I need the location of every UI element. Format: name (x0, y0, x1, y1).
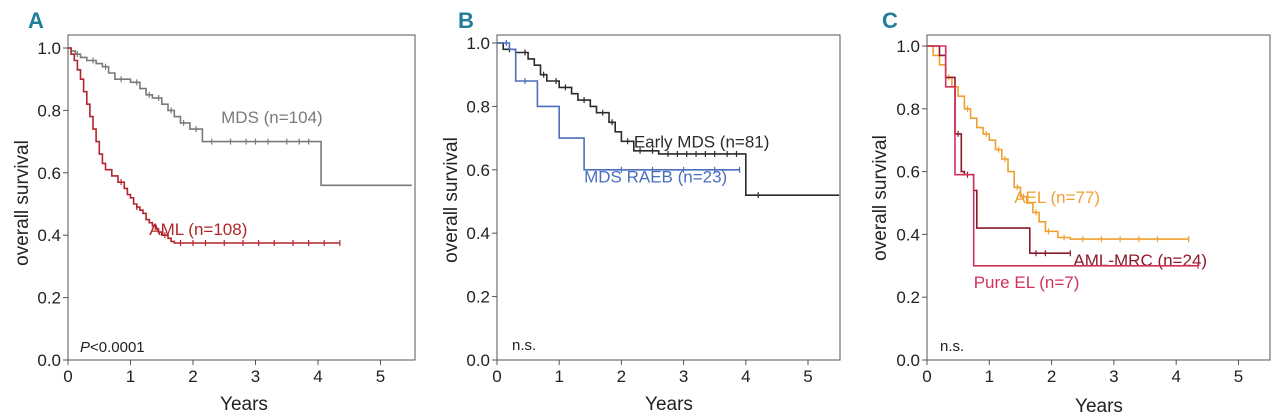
axis-ticks: 0 1 2 3 4 5 0.0 0.2 0.4 0.6 0.8 1.0 (896, 37, 1243, 386)
x-tick-label: 0 (63, 367, 72, 386)
plot-frame (926, 34, 1271, 361)
x-tick-label: 2 (1047, 367, 1056, 386)
series-label-mds: MDS (n=104) (221, 108, 323, 127)
x-tick-label: 5 (1234, 367, 1243, 386)
p-italic: P (80, 339, 90, 356)
x-tick-label: 1 (126, 367, 135, 386)
series-label-early-mds: Early MDS (n=81) (634, 133, 770, 152)
axis-ticks: 0 1 2 3 4 5 0.0 0.2 0.4 0.6 0.8 1.0 (466, 34, 812, 386)
plot-frame (67, 34, 416, 361)
x-tick-label: 3 (251, 367, 260, 386)
survival-curve-ael (927, 45, 1189, 240)
panel-letter: A (28, 8, 44, 33)
panel-a: A 0 1 2 3 4 5 0.0 0.2 0.4 0.6 0.8 1.0 MDS (n=104) AM… (12, 8, 416, 415)
survival-curve-mds (68, 47, 412, 187)
y-tick-label: 0.8 (466, 97, 490, 116)
y-tick-label: 0.2 (466, 288, 490, 307)
y-tick-label: 0.4 (466, 224, 490, 243)
x-tick-label: 3 (679, 367, 688, 386)
y-tick-label: 0.6 (466, 161, 490, 180)
x-tick-label: 2 (617, 367, 626, 386)
panel-letter: C (882, 8, 898, 33)
series-layer: AEL (n=77) AML-MRC (n=24) Pure EL (n=7) (927, 45, 1207, 292)
y-axis-title: overall survival (12, 140, 33, 266)
p-value: <0.0001 (90, 339, 145, 356)
y-tick-label: 0.6 (37, 164, 61, 183)
p-value-annotation: P<0.0001 (80, 339, 145, 356)
x-tick-label: 2 (188, 367, 197, 386)
y-tick-label: 0.0 (466, 351, 490, 370)
x-axis-title: Years (645, 394, 693, 415)
y-axis-title: overall survival (870, 135, 891, 261)
series-label-pure-el: Pure EL (n=7) (974, 273, 1080, 292)
x-tick-label: 1 (985, 367, 994, 386)
x-axis-title: Years (220, 394, 268, 415)
series-layer: Early MDS (n=81) MDS RAEB (n=23) (497, 40, 840, 199)
y-tick-label: 0.0 (896, 351, 920, 370)
y-tick-label: 0.4 (37, 226, 61, 245)
y-tick-label: 0.6 (896, 163, 920, 182)
series-label-aml: AML (n=108) (149, 220, 247, 239)
series-label-ael: AEL (n=77) (1014, 188, 1100, 207)
survival-curve-pure-el (927, 45, 1198, 267)
survival-curve-aml (68, 47, 340, 244)
y-tick-label: 0.0 (37, 351, 61, 370)
significance-annotation: n.s. (940, 338, 964, 355)
series-layer: MDS (n=104) AML (n=108) (68, 47, 412, 246)
y-axis-title: overall survival (441, 137, 462, 263)
x-tick-label: 5 (376, 367, 385, 386)
x-tick-label: 3 (1109, 367, 1118, 386)
plot-frame (496, 34, 841, 361)
x-tick-label: 0 (922, 367, 931, 386)
x-axis-title: Years (1075, 396, 1123, 417)
x-tick-label: 0 (492, 367, 501, 386)
y-tick-label: 0.4 (896, 225, 920, 244)
panel-letter: B (458, 8, 474, 33)
series-label-aml-mrc: AML-MRC (n=24) (1073, 251, 1207, 270)
axis-ticks: 0 1 2 3 4 5 0.0 0.2 0.4 0.6 0.8 1.0 (37, 39, 385, 386)
survival-curve-early-mds (497, 42, 840, 196)
panel-b: B 0 1 2 3 4 5 0.0 0.2 0.4 0.6 0.8 1.0 Early MDS (n=… (441, 8, 841, 415)
y-tick-label: 0.8 (896, 100, 920, 119)
y-tick-label: 1.0 (37, 39, 61, 58)
x-tick-label: 4 (1171, 367, 1180, 386)
y-tick-label: 0.8 (37, 101, 61, 120)
x-tick-label: 1 (554, 367, 563, 386)
survival-curve-mds-raeb (497, 42, 740, 171)
significance-annotation: n.s. (512, 337, 536, 354)
x-tick-label: 5 (803, 367, 812, 386)
series-label-mds-raeb: MDS RAEB (n=23) (584, 167, 727, 186)
x-tick-label: 4 (741, 367, 750, 386)
y-tick-label: 1.0 (896, 37, 920, 56)
x-tick-label: 4 (313, 367, 322, 386)
y-tick-label: 0.2 (37, 289, 61, 308)
panel-c: C 0 1 2 3 4 5 0.0 0.2 0.4 0.6 0.8 1.0 AEL (n=77) AML… (870, 8, 1271, 417)
y-tick-label: 0.2 (896, 288, 920, 307)
y-tick-label: 1.0 (466, 34, 490, 53)
